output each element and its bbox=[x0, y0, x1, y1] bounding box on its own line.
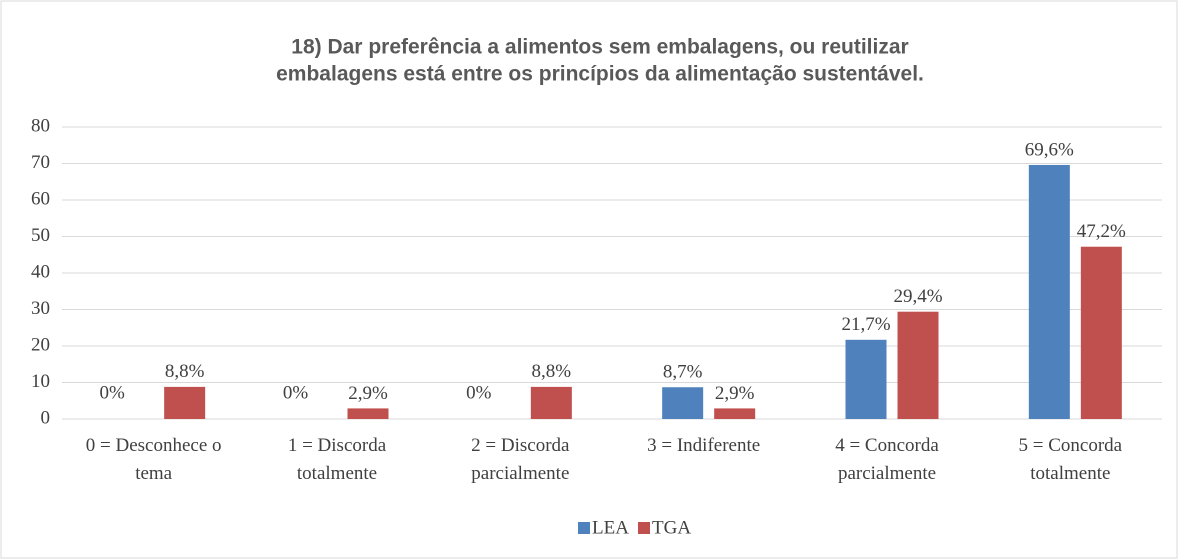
data-label: 69,6% bbox=[1025, 139, 1074, 160]
bar bbox=[1028, 164, 1070, 419]
legend-swatch bbox=[638, 522, 650, 534]
x-tick-label-line: 2 = Discorda bbox=[471, 435, 570, 456]
legend-swatch bbox=[578, 522, 590, 534]
y-tick-label: 30 bbox=[31, 298, 50, 319]
chart-title: 18) Dar preferência a alimentos sem emba… bbox=[291, 36, 908, 59]
x-tick-label-line: tema bbox=[135, 463, 172, 484]
data-label: 0% bbox=[100, 382, 126, 403]
y-tick-label: 0 bbox=[41, 407, 51, 428]
data-label: 8,8% bbox=[532, 361, 572, 382]
y-tick-label: 50 bbox=[31, 225, 50, 246]
data-label: 8,8% bbox=[165, 361, 205, 382]
bar bbox=[347, 408, 389, 419]
bar bbox=[897, 311, 939, 419]
bar bbox=[845, 339, 887, 419]
x-tick-label: 0 = Desconhece o tema bbox=[86, 435, 222, 484]
y-tick-label: 70 bbox=[31, 152, 50, 173]
x-tick-label-line: 5 = Concorda bbox=[1019, 435, 1123, 456]
legend-label: LEA bbox=[592, 517, 629, 538]
bar bbox=[714, 408, 756, 419]
x-tick-label-line: parcialmente bbox=[471, 463, 569, 484]
bar bbox=[1080, 246, 1122, 419]
x-tick-label: 2 = Discorda parcialmente bbox=[471, 435, 570, 484]
x-tick-label: 1 = Discorda totalmente bbox=[288, 435, 387, 484]
data-label: 2,9% bbox=[348, 383, 388, 404]
data-label: 8,7% bbox=[663, 362, 703, 383]
data-label: 29,4% bbox=[893, 286, 942, 307]
y-tick-label: 80 bbox=[31, 115, 50, 136]
x-tick-label-line: 3 = Indiferente bbox=[647, 435, 760, 456]
x-tick-label: 4 = Concorda parcialmente bbox=[835, 435, 939, 484]
x-tick-label-line: 0 = Desconhece o bbox=[86, 435, 222, 456]
y-tick-label: 20 bbox=[31, 334, 50, 355]
y-tick-label: 40 bbox=[31, 261, 50, 282]
x-tick-label: 3 = Indiferente bbox=[647, 435, 760, 456]
legend-label: TGA bbox=[652, 517, 691, 538]
x-tick-label-line: parcialmente bbox=[838, 463, 936, 484]
y-tick-label: 60 bbox=[31, 188, 50, 209]
data-label: 47,2% bbox=[1077, 221, 1126, 242]
bar bbox=[164, 386, 206, 419]
x-tick-label-line: totalmente bbox=[297, 463, 377, 484]
bar bbox=[530, 386, 572, 419]
data-label: 0% bbox=[466, 382, 492, 403]
data-label: 0% bbox=[283, 382, 309, 403]
x-tick-label: 5 = Concorda totalmente bbox=[1019, 435, 1123, 484]
x-tick-label-line: 4 = Concorda bbox=[835, 435, 939, 456]
x-tick-label-line: 1 = Discorda bbox=[288, 435, 387, 456]
bar bbox=[662, 387, 704, 419]
data-label: 2,9% bbox=[715, 383, 755, 404]
x-tick-label-line: totalmente bbox=[1030, 463, 1110, 484]
y-tick-label: 10 bbox=[31, 371, 50, 392]
chart-title: embalagens está entre os princípios da a… bbox=[276, 63, 924, 86]
data-label: 21,7% bbox=[841, 314, 890, 335]
